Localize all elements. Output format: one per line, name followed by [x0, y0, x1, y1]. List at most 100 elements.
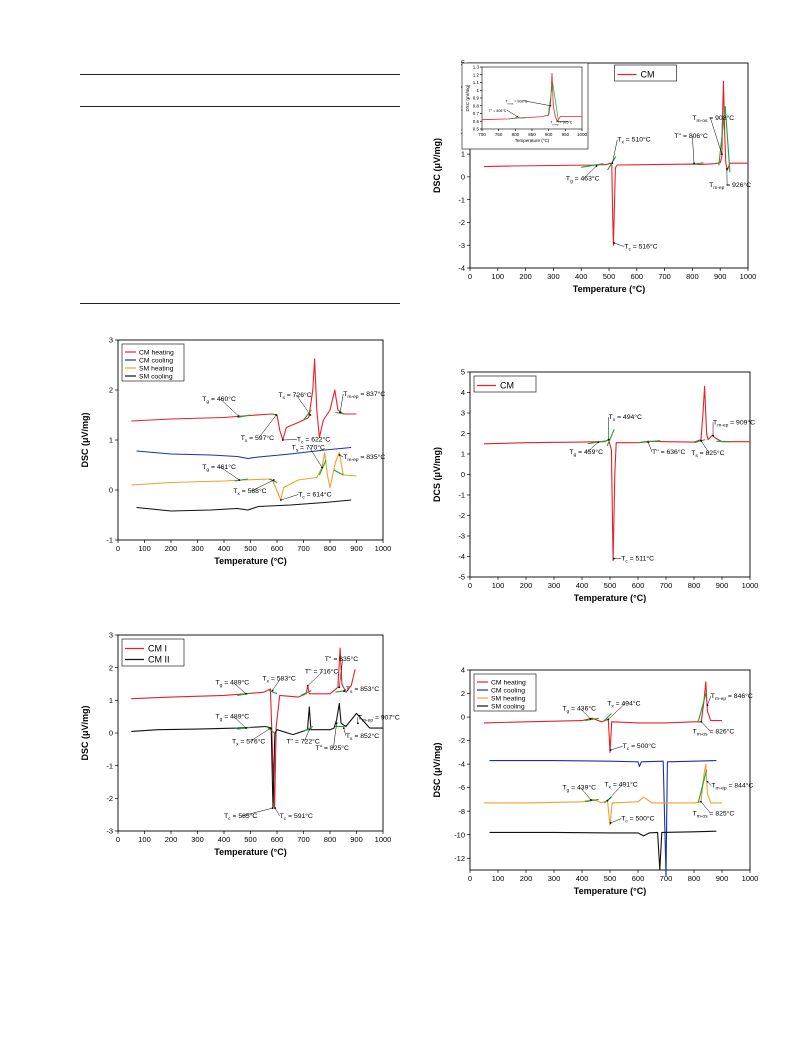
tangent-line [604, 713, 612, 721]
annotation-label: Tm-ep = 844°C [711, 782, 753, 792]
annotation-arrowhead [590, 799, 592, 801]
legend-label: SM cooling [491, 703, 525, 710]
x-tick-label: 900 [716, 874, 729, 883]
annotation-arrowhead [356, 722, 359, 725]
annotation-label: Tm-os = 826°C [693, 728, 735, 738]
dsc-chart-cm-single: 0 100 200 300 400 500 600 700 800 900 1000 -5 -4 -3 -2… [432, 368, 758, 603]
annotation-label: Tx = 494°C [609, 413, 642, 423]
annotation-label: T'' = 722°C [286, 737, 320, 745]
annotation-label: Tm-ep = 909°C [713, 418, 755, 428]
tangent-line [237, 726, 251, 730]
annotation-arrow [506, 109, 518, 117]
annotation-arrowhead [308, 728, 311, 731]
annotation-label: T'' = 806°C [489, 109, 507, 113]
annotation-label: Ts = 770°C [292, 444, 325, 454]
y-tick-label: -1 [106, 761, 113, 770]
annotation-label: Tx = 576°C [232, 737, 265, 747]
legend-label: CM cooling [139, 357, 173, 364]
tangent-line [237, 692, 251, 696]
annotation-arrow [307, 671, 323, 686]
annotation-arrow [580, 787, 592, 801]
annotation-arrowhead [611, 162, 614, 165]
x-tick-label: 0 [116, 835, 120, 844]
annotation-arrow [610, 745, 623, 751]
annotation-label: Tg = 489°C [216, 712, 250, 722]
annotation-arrowhead [700, 800, 702, 803]
x-tick-label: 500 [604, 581, 617, 590]
x-tick-label: 600 [271, 544, 284, 553]
annotation-arrow [233, 716, 247, 729]
x-tick-label: 900 [350, 835, 363, 844]
annotation-label: Tx = 494°C [607, 699, 640, 709]
annotation-arrow [707, 781, 712, 786]
annotation-arrowhead [609, 822, 612, 824]
series-line-3 [136, 499, 352, 512]
annotation-arrow [701, 721, 711, 732]
tangent-line [266, 726, 275, 734]
tangent-line [584, 798, 599, 803]
y-tick-label: 4 [461, 666, 465, 675]
legend: CM ICM II [121, 638, 185, 667]
annotation-arrowhead [321, 466, 323, 469]
y-tick-label: -2 [458, 218, 465, 227]
annotation-arrowhead [589, 717, 592, 720]
series-line-3 [489, 830, 717, 871]
annotation-label: Tc = 585°C [224, 812, 257, 822]
series-line-0 [131, 358, 357, 441]
x-tick-label: 900 [350, 544, 363, 553]
annotation-label: Ts = 852°C [346, 732, 379, 742]
x-tick-label: 300 [547, 272, 560, 281]
annotation-label: Tx = 510°C [617, 136, 650, 146]
plot-area: 0 100 200 300 400 500 600 700 800 900 1000 -5 -4 -3 -2… [432, 368, 758, 603]
tangent-line [268, 690, 278, 695]
x-tick-label: 1000 [742, 874, 759, 883]
annotation-arrow [700, 801, 711, 814]
y-tick-label: -3 [458, 241, 465, 250]
annotation-arrowhead [613, 557, 615, 560]
y-tick-label: -1 [458, 195, 465, 204]
annotation-label: Tg = 461°C [202, 463, 236, 473]
x-axis-title: Temperature (°C) [573, 284, 645, 294]
y-tick-label: 0 [461, 470, 465, 479]
y-tick-label: 1.3 [473, 65, 480, 70]
y-tick-label: 4 [461, 388, 465, 397]
y-tick-label: 0 [461, 713, 465, 722]
annotation-arrowhead [607, 718, 610, 721]
annotation-arrowhead [516, 116, 518, 118]
dsc-chart-cm-sm-heating-cooling: 0 100 200 300 400 500 600 700 800 900 1000-10123Te… [80, 336, 391, 566]
y-tick-label: 1 [109, 696, 113, 705]
x-tick-label: 500 [244, 835, 257, 844]
annotation-arrowhead [706, 780, 709, 783]
y-tick-label: 0.6 [473, 119, 480, 124]
y-tick-label: -5 [458, 573, 465, 582]
x-tick-label: 700 [297, 544, 310, 553]
x-tick-label: 100 [492, 272, 505, 281]
x-tick-label: 100 [492, 581, 505, 590]
annotation-arrowhead [647, 441, 649, 444]
tangent-line [547, 82, 554, 117]
x-tick-label: 1000 [742, 581, 759, 590]
x-tick-label: 300 [548, 581, 561, 590]
y-tick-label: -8 [458, 807, 465, 816]
annotation-label: Tm-os = 908°C [505, 100, 527, 106]
inset-plot: 700 750 800 850 900 950 1000 0.5 0.6 0.7 0.8 0.9 1 1.… [465, 65, 588, 144]
annotation-arrowhead [607, 438, 610, 441]
y-tick-label: 0.5 [473, 127, 480, 132]
x-tick-label: 850 [528, 132, 536, 137]
annotation-arrow [339, 393, 344, 413]
x-tick-label: 500 [604, 874, 617, 883]
annotation-arrow [523, 100, 551, 106]
annotation-label: Tg = 459°C [569, 448, 603, 458]
y-axis-title: DSC (μV/mg) [432, 138, 442, 193]
annotation-arrowhead [306, 684, 309, 687]
annotation-arrow [587, 441, 599, 453]
x-tick-label: 200 [520, 874, 533, 883]
x-tick-label: 100 [138, 835, 151, 844]
annotation-arrow [692, 136, 695, 164]
annotation-label: Tc = 511°C [621, 555, 654, 565]
y-tick-label: -3 [106, 827, 113, 836]
x-tick-label: 700 [478, 132, 486, 137]
x-tick-label: 100 [138, 544, 151, 553]
annotation-label: Tc = 500°C [621, 815, 654, 825]
y-tick-label: 0 [109, 486, 113, 495]
